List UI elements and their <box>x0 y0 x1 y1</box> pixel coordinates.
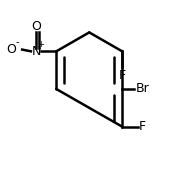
Text: -: - <box>16 38 19 48</box>
Text: N: N <box>32 45 41 58</box>
Text: O: O <box>31 20 41 33</box>
Text: O: O <box>6 43 16 56</box>
Text: Br: Br <box>135 82 149 96</box>
Text: F: F <box>119 69 126 82</box>
Text: +: + <box>37 40 44 49</box>
Text: F: F <box>139 120 146 133</box>
